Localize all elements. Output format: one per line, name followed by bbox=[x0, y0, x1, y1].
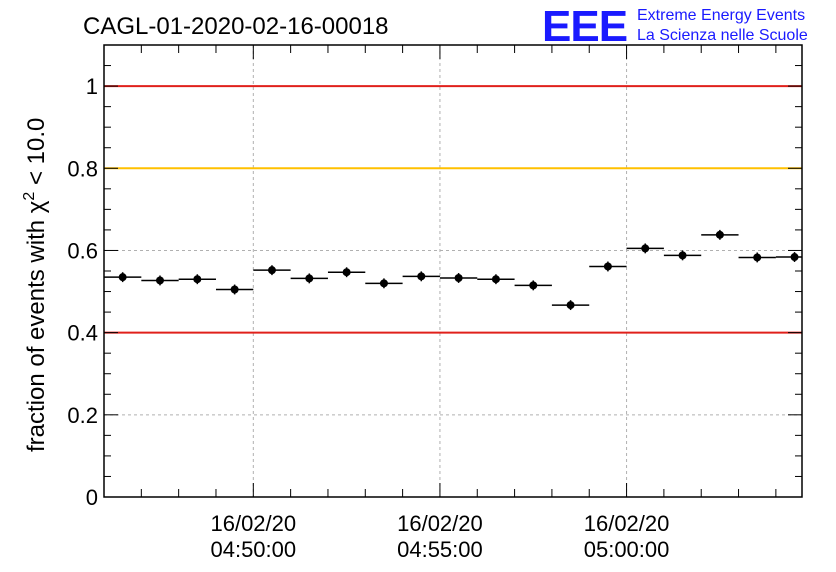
marker bbox=[155, 276, 164, 285]
y-tick-label: 0.6 bbox=[67, 238, 98, 263]
reference-lines bbox=[104, 85, 802, 334]
y-tick-label: 0 bbox=[86, 485, 98, 510]
grid bbox=[104, 45, 802, 498]
data-point bbox=[402, 271, 440, 282]
marker bbox=[603, 262, 612, 271]
marker bbox=[342, 268, 351, 277]
data-point bbox=[141, 275, 179, 286]
x-tick-time: 05:00:00 bbox=[584, 537, 670, 562]
data-point bbox=[290, 273, 328, 284]
marker bbox=[790, 253, 799, 262]
x-tick-labels: 16/02/2004:50:0016/02/2004:55:0016/02/20… bbox=[210, 511, 669, 562]
x-tick-date: 16/02/20 bbox=[584, 511, 670, 536]
x-tick-time: 04:50:00 bbox=[210, 537, 296, 562]
logo-line1: Extreme Energy Events bbox=[637, 7, 805, 24]
marker bbox=[566, 301, 575, 310]
marker bbox=[193, 275, 202, 284]
data-point bbox=[738, 252, 776, 263]
logo-mark: EEE bbox=[542, 2, 627, 51]
data-point bbox=[663, 250, 702, 261]
y-axis-label: fraction of events with χ2 < 10.0 bbox=[21, 118, 50, 452]
marker bbox=[417, 272, 426, 281]
y-tick-label: 0.4 bbox=[67, 321, 98, 346]
data-point bbox=[365, 278, 403, 289]
marker bbox=[641, 244, 650, 253]
marker bbox=[529, 281, 538, 290]
marker bbox=[379, 279, 388, 288]
data-point bbox=[327, 267, 366, 278]
eee-logo: EEE Extreme Energy Events La Scienza nel… bbox=[542, 2, 808, 51]
x-tick-date: 16/02/20 bbox=[397, 511, 483, 536]
marker bbox=[230, 285, 239, 294]
chart-title: CAGL-01-2020-02-16-00018 bbox=[83, 13, 389, 40]
data-point bbox=[178, 274, 216, 285]
y-tick-labels: 0 0.2 0.4 0.6 0.8 1 bbox=[67, 74, 98, 510]
axes bbox=[103, 44, 803, 498]
data-point bbox=[701, 229, 739, 240]
marker bbox=[267, 266, 276, 275]
data-point bbox=[551, 300, 590, 311]
marker bbox=[454, 273, 463, 282]
data-point bbox=[215, 284, 254, 295]
y-tick-label: 0.8 bbox=[67, 156, 98, 181]
marker bbox=[305, 274, 314, 283]
data-point bbox=[104, 272, 142, 283]
logo-line2: La Scienza nelle Scuole bbox=[637, 27, 808, 44]
data-point bbox=[626, 243, 664, 254]
data-point bbox=[477, 274, 515, 285]
data-point bbox=[589, 261, 627, 272]
marker bbox=[715, 230, 724, 239]
x-tick-time: 04:55:00 bbox=[397, 537, 483, 562]
data-point bbox=[253, 265, 291, 276]
marker bbox=[118, 273, 127, 282]
marker bbox=[753, 253, 762, 262]
data-point bbox=[514, 280, 552, 291]
data-point bbox=[439, 273, 478, 283]
y-tick-label: 1 bbox=[86, 74, 98, 99]
x-tick-date: 16/02/20 bbox=[210, 511, 296, 536]
marker bbox=[491, 275, 500, 284]
data-points bbox=[104, 229, 802, 311]
plot-frame bbox=[103, 44, 803, 498]
y-tick-label: 0.2 bbox=[67, 403, 98, 428]
data-point bbox=[775, 252, 802, 262]
marker bbox=[678, 251, 687, 260]
